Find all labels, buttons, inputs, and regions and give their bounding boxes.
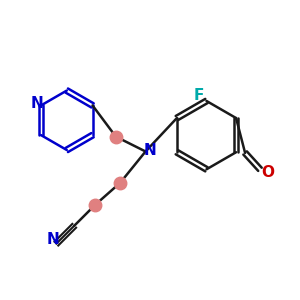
Text: O: O [261,165,274,180]
Text: N: N [144,143,156,158]
Text: N: N [47,232,60,247]
Text: F: F [194,88,204,103]
Text: N: N [30,96,43,111]
